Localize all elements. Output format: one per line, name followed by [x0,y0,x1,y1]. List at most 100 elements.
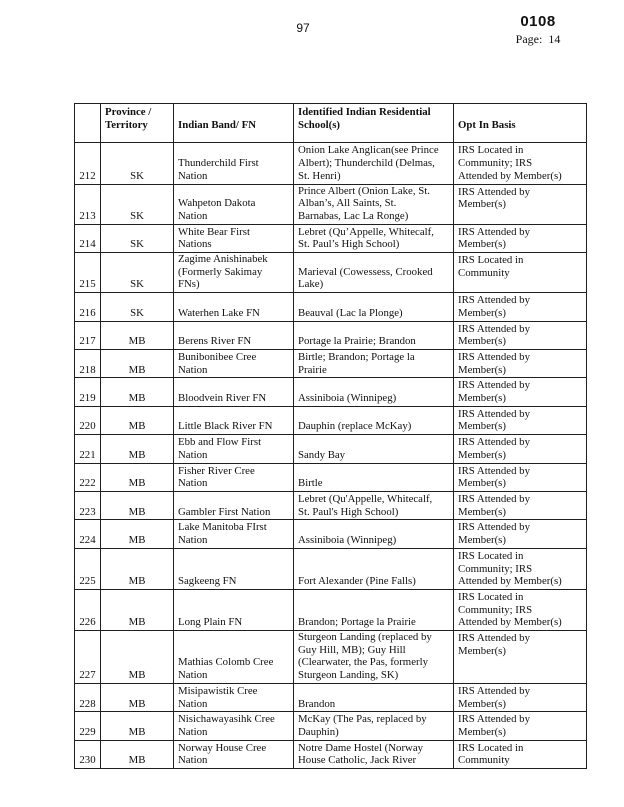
page-number: 97 [296,21,310,35]
cell-band: Bloodvein River FN [173,377,294,407]
cell-province: MB [100,682,174,713]
cell-num: 221 [74,434,101,464]
table-row: 215 SK Zagime Anishinabek (Formerly Sakima… [74,252,587,294]
cell-band: Mathias Colomb Cree Nation [173,630,294,684]
residential-schools-table: Province / Territory Indian Band/ FN Ide… [74,102,587,770]
cell-province: SK [100,292,174,322]
cell-band: Berens River FN [173,320,294,350]
column-header-indian-band: Indian Band/ FN [173,102,294,144]
table-row: 228 MB Misipawistik Cree Nation Brandon IRS … [74,682,587,713]
column-header-identified-schools: Identified Indian Residential School(s) [293,102,454,144]
table-row: 221 MB Ebb and Flow First Nation Sandy Bay I… [74,434,587,464]
cell-province: SK [100,142,174,185]
cell-province: MB [100,547,174,590]
cell-num: 227 [74,630,101,684]
cell-opt-in: IRS Located in Community; IRS Attended b… [453,142,587,185]
cell-band: Ebb and Flow First Nation [173,434,294,464]
cell-schools: Birtle [293,462,454,492]
cell-band: Bunibonibee Cree Nation [173,348,294,379]
cell-opt-in: IRS Attended by Member(s) [453,320,587,350]
cell-num: 228 [74,682,101,713]
cell-opt-in: IRS Attended by Member(s) [453,462,587,492]
cell-opt-in: IRS Attended by Member(s) [453,434,587,464]
cell-opt-in: IRS Attended by Member(s) [453,630,587,684]
cell-num: 214 [74,223,101,254]
table-row: 213 SK Wahpeton Dakota Nation Prince Albert… [74,183,587,225]
cell-band: Long Plain FN [173,588,294,632]
table-row: 227 MB Mathias Colomb Cree Nation Sturgeon … [74,630,587,684]
cell-schools: Brandon; Portage la Prairie [293,588,454,632]
table-row: 225 MB Sagkeeng FN Fort Alexander (Pine Fal… [74,547,587,590]
cell-num: 226 [74,588,101,632]
table-row: 219 MB Bloodvein River FN Assiniboia (Winni… [74,377,587,407]
cell-band: Wahpeton Dakota Nation [173,183,294,225]
cell-num: 213 [74,183,101,225]
cell-province: MB [100,519,174,549]
table-row: 214 SK White Bear First Nations Lebret (Qu’… [74,223,587,254]
cell-opt-in: IRS Located in Community [453,252,587,294]
cell-opt-in: IRS Attended by Member(s) [453,711,587,741]
cell-schools: Portage la Prairie; Brandon [293,320,454,350]
cell-band: Fisher River Cree Nation [173,462,294,492]
cell-num: 218 [74,348,101,379]
column-header-opt-in-basis: Opt In Basis [453,102,587,144]
cell-schools: Onion Lake Anglican(see Prince Albert); … [293,142,454,185]
table-row: 226 MB Long Plain FN Brandon; Portage la Pr… [74,588,587,632]
cell-opt-in: IRS Located in Community; IRS Attended b… [453,588,587,632]
cell-band: Lake Manitoba FIrst Nation [173,519,294,549]
cell-schools: Lebret (Qu'Appelle, Whitecalf, St. Paul'… [293,490,454,521]
cell-schools: McKay (The Pas, replaced by Dauphin) [293,711,454,741]
cell-schools: Fort Alexander (Pine Falls) [293,547,454,590]
cell-band: Gambler First Nation [173,490,294,521]
cell-province: SK [100,183,174,225]
cell-num: 222 [74,462,101,492]
cell-province: MB [100,377,174,407]
cell-schools: Marieval (Cowessess, Crooked Lake) [293,252,454,294]
cell-num: 223 [74,490,101,521]
cell-band: Thunderchild First Nation [173,142,294,185]
cell-province: MB [100,711,174,741]
cell-opt-in: IRS Attended by Member(s) [453,183,587,225]
cell-province: MB [100,490,174,521]
cell-opt-in: IRS Attended by Member(s) [453,490,587,521]
cell-schools: Notre Dame Hostel (Norway House Catholic… [293,739,454,770]
cell-schools: Sturgeon Landing (replaced by Guy Hill, … [293,630,454,684]
cell-schools: Lebret (Qu’Appelle, Whitecalf, St. Paul’… [293,223,454,254]
cell-num: 225 [74,547,101,590]
table-row: 216 SK Waterhen Lake FN Beauval (Lac la Plo… [74,292,587,322]
cell-opt-in: IRS Located in Community [453,739,587,770]
cell-schools: Birtle; Brandon; Portage la Prairie [293,348,454,379]
cell-province: MB [100,405,174,436]
cell-num: 224 [74,519,101,549]
cell-province: MB [100,739,174,770]
cell-province: MB [100,630,174,684]
column-header-province-territory: Province / Territory [100,102,174,144]
cell-opt-in: IRS Attended by Member(s) [453,682,587,713]
cell-schools: Sandy Bay [293,434,454,464]
cell-num: 230 [74,739,101,770]
table-row: 218 MB Bunibonibee Cree Nation Birtle; Bran… [74,348,587,379]
cell-band: Waterhen Lake FN [173,292,294,322]
cell-opt-in: IRS Attended by Member(s) [453,292,587,322]
cell-schools: Dauphin (replace McKay) [293,405,454,436]
cell-schools: Assiniboia (Winnipeg) [293,519,454,549]
cell-band: Nisichawayasihk Cree Nation [173,711,294,741]
cell-opt-in: IRS Attended by Member(s) [453,405,587,436]
cell-band: Norway House Cree Nation [173,739,294,770]
cell-num: 216 [74,292,101,322]
cell-schools: Beauval (Lac la Plonge) [293,292,454,322]
cell-schools: Brandon [293,682,454,713]
cell-num: 220 [74,405,101,436]
cell-province: MB [100,434,174,464]
table-row: 229 MB Nisichawayasihk Cree Nation McKay (T… [74,711,587,741]
table-row: 230 MB Norway House Cree Nation Notre Dame … [74,739,587,770]
table-row: 220 MB Little Black River FN Dauphin (repla… [74,405,587,436]
cell-band: Sagkeeng FN [173,547,294,590]
cell-schools: Assiniboia (Winnipeg) [293,377,454,407]
stamp-number: 0108 [520,13,556,30]
cell-num: 219 [74,377,101,407]
cell-province: MB [100,320,174,350]
stamp-block: 0108 Page: 14 [496,13,580,47]
cell-opt-in: IRS Attended by Member(s) [453,223,587,254]
cell-province: MB [100,588,174,632]
